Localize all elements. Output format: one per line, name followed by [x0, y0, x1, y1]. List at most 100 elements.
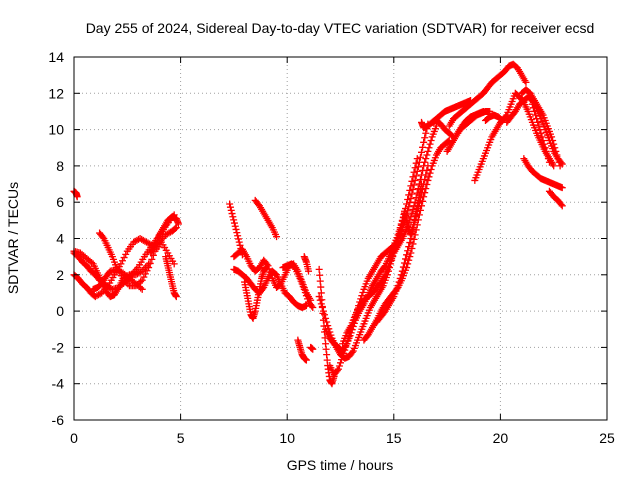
data-point — [427, 136, 435, 144]
data-point — [171, 225, 179, 233]
y-tick-label: 8 — [56, 158, 64, 174]
data-point — [319, 307, 327, 315]
data-point — [120, 254, 128, 262]
data-point — [357, 295, 365, 303]
data-point — [170, 260, 178, 268]
data-point — [122, 250, 130, 258]
data-point — [117, 260, 125, 268]
data-point — [549, 136, 557, 144]
data-point — [172, 224, 180, 232]
data-point — [172, 293, 180, 301]
x-tick-label: 15 — [386, 430, 402, 446]
series-arc12 — [241, 264, 270, 322]
data-point — [230, 216, 238, 224]
chart-title: Day 255 of 2024, Sidereal Day-to-day VTE… — [86, 20, 595, 36]
data-point — [422, 171, 430, 179]
series-arc15 — [294, 336, 310, 364]
data-point — [551, 144, 559, 152]
data-point — [411, 176, 419, 184]
data-point — [230, 219, 238, 227]
data-point — [302, 292, 310, 300]
data-point — [318, 303, 326, 311]
data-point — [146, 259, 154, 267]
data-point — [338, 356, 346, 364]
data-point — [232, 225, 240, 233]
series-arc28 — [428, 97, 475, 126]
data-point — [406, 186, 414, 194]
series-arc17 — [307, 343, 317, 353]
data-point — [345, 333, 353, 341]
data-point — [355, 302, 363, 310]
y-tick-label: -2 — [52, 339, 65, 355]
data-point — [479, 107, 487, 115]
data-point — [418, 180, 426, 188]
data-point — [408, 190, 416, 198]
series-arc34 — [518, 86, 564, 170]
data-point — [315, 293, 323, 301]
series-arc03 — [70, 224, 180, 301]
data-markers — [70, 60, 566, 388]
data-point — [228, 210, 236, 218]
series-arc37 — [528, 100, 553, 166]
data-point — [404, 260, 412, 268]
data-point — [400, 259, 408, 267]
data-point — [397, 271, 405, 279]
series-arc25 — [396, 180, 426, 242]
data-point — [408, 177, 416, 185]
data-point — [359, 288, 367, 296]
data-point — [414, 163, 422, 171]
data-point — [140, 273, 148, 281]
data-point — [317, 300, 325, 308]
data-point — [422, 129, 430, 137]
y-tick-label: 14 — [48, 49, 64, 65]
data-point — [550, 162, 558, 170]
data-point — [348, 348, 356, 356]
data-point — [404, 247, 412, 255]
data-point — [420, 193, 428, 201]
data-point — [99, 233, 107, 241]
series-arc18 — [315, 265, 338, 388]
y-tick-label: 10 — [48, 122, 64, 138]
y-tick-label: 4 — [56, 231, 64, 247]
series-arc22 — [326, 216, 406, 379]
series-arc06 — [89, 265, 146, 293]
data-point — [263, 260, 271, 268]
data-point — [302, 356, 310, 364]
data-point — [266, 268, 274, 276]
axis-ticks: 0 5 10 15 20 25 -6 -4 -2 0 2 4 6 8 10 12 14 — [48, 49, 615, 446]
y-tick-label: 2 — [56, 267, 64, 283]
data-point — [405, 243, 413, 251]
data-point — [550, 140, 558, 148]
data-point — [145, 264, 153, 272]
data-point — [352, 309, 360, 317]
data-point — [421, 134, 429, 142]
data-point — [541, 144, 549, 152]
y-tick-label: 12 — [48, 85, 64, 101]
data-point — [558, 184, 566, 192]
data-point — [405, 203, 413, 211]
data-point — [351, 313, 359, 321]
data-point — [412, 172, 420, 180]
data-point — [407, 182, 415, 190]
data-point — [422, 155, 430, 163]
data-point — [529, 104, 537, 112]
data-point — [409, 185, 417, 193]
data-point — [419, 197, 427, 205]
data-point — [301, 288, 309, 296]
data-point — [316, 277, 324, 285]
series-arc23 — [360, 136, 453, 344]
data-point — [423, 166, 431, 174]
data-point — [425, 144, 433, 152]
data-point — [413, 167, 421, 175]
y-tick-label: 0 — [56, 303, 64, 319]
data-point — [543, 151, 551, 159]
y-axis-label: SDTVAR / TECUs — [5, 182, 21, 294]
data-point — [419, 143, 427, 151]
x-tick-label: 20 — [493, 430, 509, 446]
data-point — [406, 239, 414, 247]
data-point — [544, 155, 552, 163]
data-point — [411, 164, 419, 172]
data-point — [148, 255, 156, 263]
data-point — [317, 289, 325, 297]
data-point — [316, 296, 324, 304]
